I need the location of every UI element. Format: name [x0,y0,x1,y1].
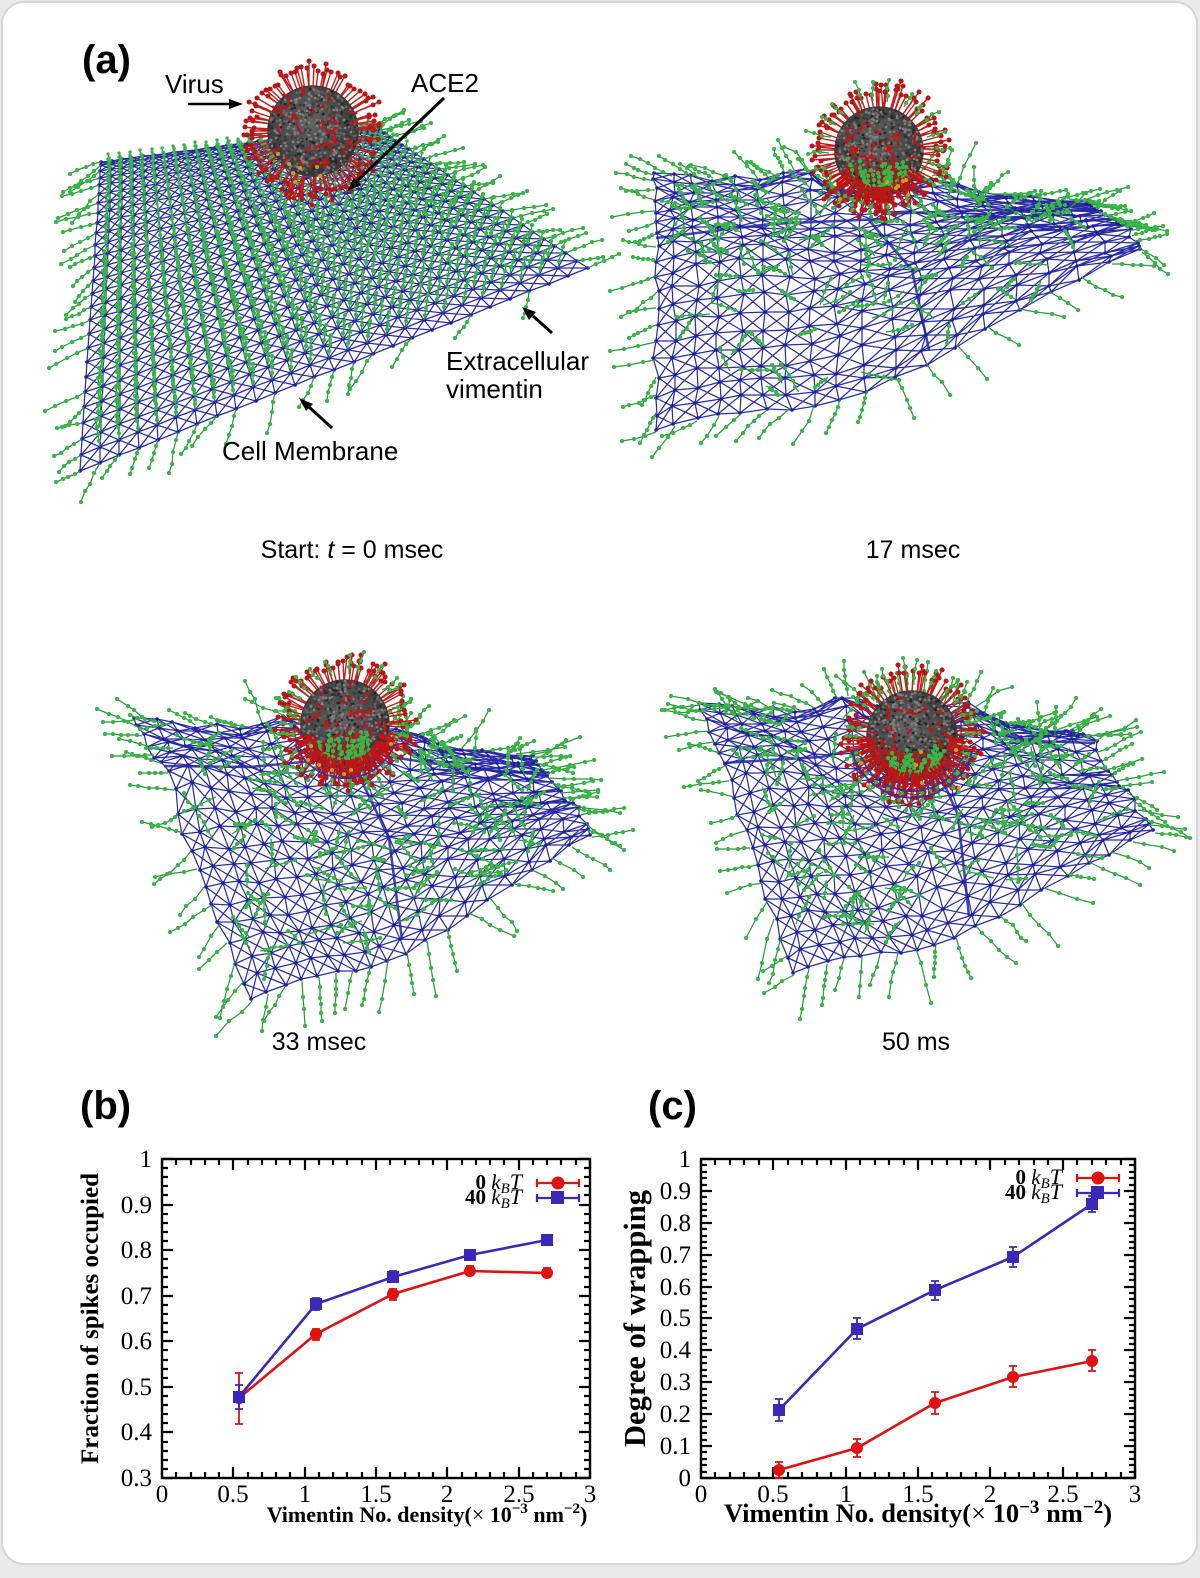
svg-text:0: 0 [695,1481,708,1508]
svg-text:0.5: 0.5 [660,1305,691,1332]
svg-text:0.2: 0.2 [660,1401,691,1428]
svg-text:0.9: 0.9 [660,1178,691,1205]
svg-text:50 ms: 50 ms [882,1028,950,1056]
svg-text:0.7: 0.7 [660,1242,691,1269]
svg-text:0.4: 0.4 [121,1419,153,1446]
svg-text:0.6: 0.6 [660,1274,691,1301]
svg-text:Vimentin No. density(× 10−3 nm: Vimentin No. density(× 10−3 nm−2) [724,1497,1112,1528]
svg-text:2: 2 [984,1481,997,1508]
svg-text:1: 1 [140,1146,153,1173]
svg-text:40 kBT: 40 kBT [1005,1179,1064,1207]
svg-text:vimentin: vimentin [446,374,543,404]
svg-text:0: 0 [679,1465,692,1492]
svg-text:2.5: 2.5 [1047,1481,1078,1508]
svg-text:1: 1 [299,1481,312,1508]
svg-text:1.5: 1.5 [902,1481,933,1508]
svg-text:1.5: 1.5 [360,1481,391,1508]
svg-text:(b): (b) [80,1084,131,1128]
svg-text:0: 0 [156,1481,169,1508]
svg-text:2: 2 [441,1481,454,1508]
svg-text:0.9: 0.9 [121,1192,152,1219]
svg-text:Virus: Virus [165,69,224,99]
svg-text:0.5: 0.5 [757,1481,788,1508]
svg-text:33 msec: 33 msec [272,1028,366,1056]
svg-text:0.1: 0.1 [660,1433,691,1460]
svg-text:0.5: 0.5 [217,1481,248,1508]
svg-text:Extracellular: Extracellular [446,346,589,376]
svg-text:0.3: 0.3 [121,1465,152,1492]
svg-text:0.8: 0.8 [660,1210,691,1237]
svg-text:0 kBT: 0 kBT [1016,1164,1064,1192]
svg-text:1: 1 [679,1146,692,1173]
svg-text:0.3: 0.3 [660,1369,691,1396]
svg-text:0.7: 0.7 [121,1283,152,1310]
svg-text:Cell Membrane: Cell Membrane [222,436,398,466]
svg-text:(a): (a) [82,38,131,82]
svg-text:Start: t = 0 msec: Start: t = 0 msec [261,536,444,564]
svg-text:0.8: 0.8 [121,1237,152,1264]
svg-text:0 kBT: 0 kBT [476,1169,524,1197]
svg-text:0.6: 0.6 [121,1328,152,1355]
svg-text:Vimentin No. density(× 10−3 nm: Vimentin No. density(× 10−3 nm−2) [267,1501,588,1527]
svg-text:0.4: 0.4 [660,1337,692,1364]
svg-text:0.5: 0.5 [121,1374,152,1401]
svg-text:2.5: 2.5 [503,1481,534,1508]
svg-text:17 msec: 17 msec [866,536,960,564]
svg-text:3: 3 [584,1481,597,1508]
svg-text:3: 3 [1129,1481,1142,1508]
svg-text:Fraction of spikes occupied: Fraction of spikes occupied [77,1173,104,1464]
svg-text:Degree of wrapping: Degree of wrapping [618,1190,652,1447]
svg-text:40 kBT: 40 kBT [465,1184,524,1212]
svg-text:1: 1 [840,1481,853,1508]
svg-text:ACE2: ACE2 [411,68,479,98]
svg-text:(c): (c) [648,1084,697,1128]
